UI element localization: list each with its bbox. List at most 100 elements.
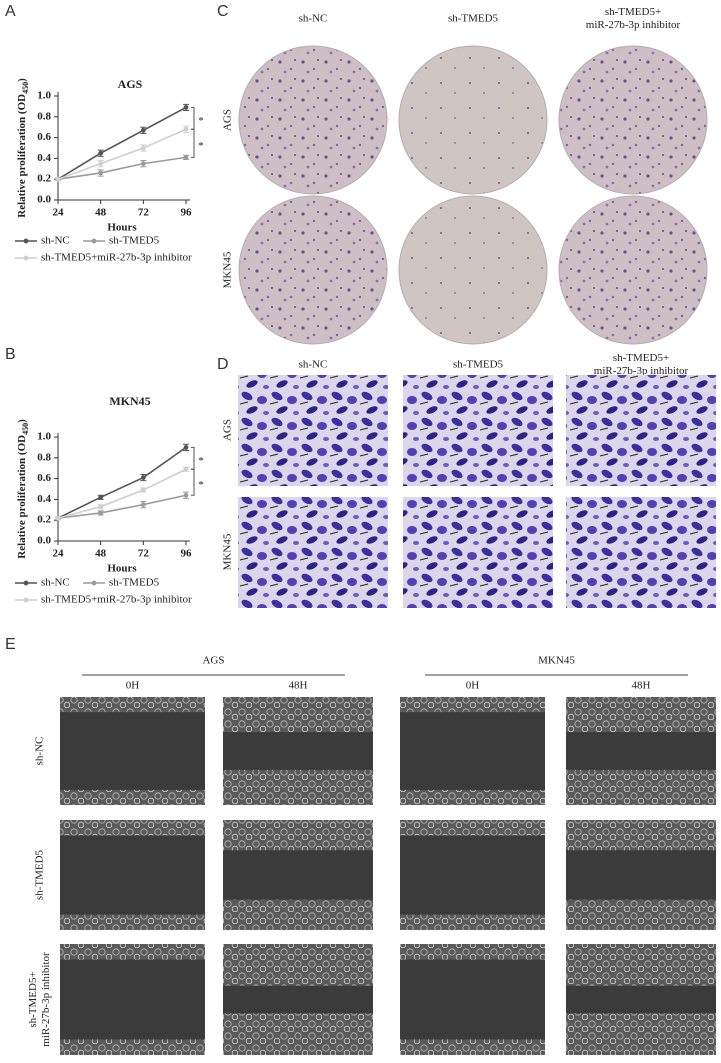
column-label: sh-NC — [299, 359, 328, 371]
bracket — [191, 106, 195, 130]
series-line — [57, 468, 187, 519]
point — [98, 504, 104, 510]
x-axis-label: Hours — [107, 222, 137, 234]
wound-gap — [566, 850, 716, 900]
annotation: * — [198, 479, 204, 491]
y-tick-label: 1.0 — [37, 90, 51, 102]
y-tick-label: 1.0 — [37, 431, 51, 443]
dish-image — [238, 45, 388, 195]
y-axis-label: Relative proliferation (OD450) — [16, 78, 31, 218]
chart-title: MKN45 — [109, 394, 150, 408]
micrograph — [238, 375, 388, 486]
wound-gap — [223, 732, 373, 770]
annotation: * — [198, 140, 204, 152]
y-tick-label: 0.8 — [37, 451, 51, 463]
legend-label: sh-NC — [41, 235, 70, 247]
legend-marker — [23, 580, 29, 586]
row-label: sh-TMED5 — [34, 849, 46, 900]
y-label-sub: 450 — [21, 423, 30, 435]
x-axis-label: Hours — [107, 563, 137, 575]
micrograph — [403, 375, 553, 486]
series-line — [57, 128, 187, 180]
timepoint-label: 48H — [632, 680, 651, 692]
y-tick-label: 0.2 — [37, 514, 51, 526]
chart-title: AGS — [118, 77, 143, 91]
legend-label: sh-TMED5+miR-27b-3p inhibitor — [41, 594, 192, 606]
legend-marker — [23, 238, 29, 244]
bracket — [191, 446, 195, 470]
legend-marker — [23, 255, 29, 261]
column-label: miR-27b-3p inhibitor — [594, 365, 689, 377]
point — [183, 154, 189, 160]
y-tick-label: 0.6 — [37, 131, 51, 143]
point — [140, 161, 146, 167]
micrograph — [238, 497, 388, 608]
series-line — [57, 494, 187, 519]
wound-gap — [400, 712, 545, 790]
point — [183, 105, 189, 110]
point — [183, 445, 189, 450]
row-label: miR-27b-3p inhibitor — [40, 952, 52, 1047]
dish-image — [398, 195, 548, 345]
y-label-main: Relative proliferation (OD — [16, 94, 28, 218]
x-tick-label: 24 — [53, 548, 65, 560]
series-line — [57, 106, 187, 180]
row-label: MKN45 — [222, 533, 234, 570]
wound-gap — [566, 732, 716, 770]
x-tick-label: 96 — [181, 548, 193, 560]
legend-marker — [91, 580, 97, 586]
bracket — [191, 468, 195, 496]
y-tick-label: 0.2 — [37, 173, 51, 185]
point — [140, 475, 146, 480]
micrograph — [566, 497, 716, 608]
point — [183, 466, 189, 472]
column-label: sh-TMED5+ — [605, 6, 661, 18]
wound-gap — [60, 959, 205, 1040]
wound-gap — [60, 835, 205, 915]
x-tick-label: 96 — [181, 207, 193, 219]
dish-image — [238, 195, 388, 345]
point — [183, 492, 189, 498]
row-label: AGS — [222, 419, 234, 441]
panel-label: A — [5, 3, 16, 20]
micrograph — [566, 375, 716, 486]
group-label: AGS — [202, 655, 224, 667]
x-tick-label: 24 — [53, 207, 65, 219]
point — [140, 502, 146, 507]
point — [98, 170, 104, 176]
legend-label: sh-TMED5+miR-27b-3p inhibitor — [41, 252, 192, 264]
y-label-sub: 450 — [21, 82, 30, 94]
y-label-main: Relative proliferation (OD — [16, 435, 28, 559]
column-label: sh-TMED5 — [453, 359, 504, 371]
column-label: sh-NC — [299, 13, 328, 25]
dish-image — [558, 195, 708, 345]
legend-label: sh-NC — [41, 577, 70, 589]
y-tick-label: 0.4 — [37, 152, 51, 164]
point — [98, 161, 104, 167]
point — [98, 510, 104, 516]
row-label: sh-TMED5+ — [27, 971, 39, 1027]
point — [98, 494, 104, 500]
point — [140, 127, 146, 133]
panel-label: E — [5, 636, 16, 653]
point — [140, 487, 146, 493]
annotation: * — [198, 115, 204, 127]
point — [140, 145, 146, 151]
panel-label: D — [217, 356, 229, 373]
wound-gap — [566, 985, 716, 1014]
y-label-end: ) — [16, 78, 28, 82]
point — [183, 126, 189, 132]
x-tick-label: 72 — [138, 207, 150, 219]
wound-gap — [400, 835, 545, 915]
dish-image — [558, 45, 708, 195]
row-label: sh-NC — [34, 737, 46, 766]
timepoint-label: 0H — [466, 680, 480, 692]
y-tick-label: 0.0 — [37, 535, 51, 547]
bracket — [191, 128, 195, 158]
y-axis-label: Relative proliferation (OD450) — [16, 419, 31, 559]
wound-gap — [400, 959, 545, 1040]
row-label: AGS — [222, 109, 234, 131]
panel-label: B — [5, 346, 16, 363]
y-tick-label: 0.0 — [37, 194, 51, 206]
